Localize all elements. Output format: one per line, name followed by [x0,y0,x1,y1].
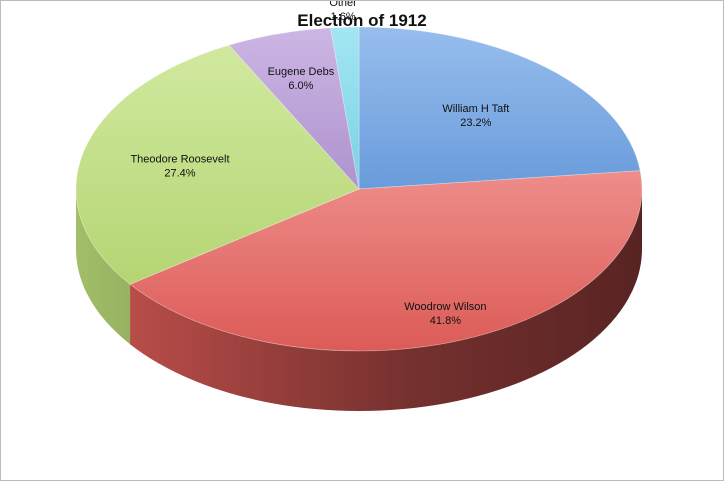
slice-label-other: Other [329,1,357,9]
pie-slice-theodore-roosevelt [75,44,360,285]
slice-value-woodrow-wilson: 41.8% [430,315,461,327]
slice-value-other: 1.6% [331,11,356,23]
slice-value-eugene-debs: 6.0% [288,80,313,92]
slice-label-theodore-roosevelt: Theodore Roosevelt [130,154,229,166]
slice-value-theodore-roosevelt: 27.4% [164,168,195,180]
pie-side-woodrow-wilson [130,189,642,411]
pie-slice-eugene-debs [228,27,360,191]
slice-value-william-h-taft: 23.2% [460,117,491,129]
pie-slice-william-h-taft [358,26,641,190]
pie-slice-woodrow-wilson [129,170,643,352]
pie-slice-other [330,26,360,190]
slice-label-eugene-debs: Eugene Debs [268,66,335,78]
slice-label-william-h-taft: William H Taft [442,103,509,115]
chart-title: Election of 1912 [297,11,427,30]
pie-side-theodore-roosevelt [76,189,131,345]
pie-tops [75,26,643,352]
pie-labels: William H Taft 23.2% Woodrow Wilson 41.8% Th… [130,1,509,327]
slice-label-woodrow-wilson: Woodrow Wilson [404,301,486,313]
pie-sides [76,189,642,411]
